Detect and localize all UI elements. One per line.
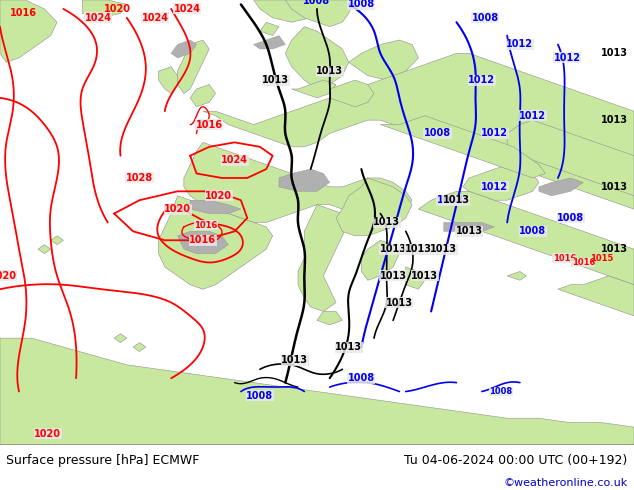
Text: 1013: 1013 <box>430 244 457 254</box>
Text: 1013: 1013 <box>380 271 406 281</box>
Text: 1008: 1008 <box>247 391 273 401</box>
Text: 1012: 1012 <box>519 111 546 121</box>
Text: 1013: 1013 <box>380 244 406 254</box>
Text: 1016: 1016 <box>195 220 217 230</box>
Text: 1013: 1013 <box>373 218 400 227</box>
Text: 1008: 1008 <box>489 387 512 396</box>
Text: 1013: 1013 <box>600 49 628 58</box>
Text: 1008: 1008 <box>424 128 451 139</box>
Text: 1024: 1024 <box>174 4 200 14</box>
Text: 1013: 1013 <box>281 355 308 366</box>
Text: 1013: 1013 <box>405 244 432 254</box>
Text: 1016: 1016 <box>572 258 595 267</box>
Text: 1008: 1008 <box>348 373 375 383</box>
Text: 1012: 1012 <box>481 128 508 139</box>
Text: 1016: 1016 <box>196 120 223 129</box>
Text: 1008: 1008 <box>304 0 330 6</box>
Text: 1013: 1013 <box>443 195 470 205</box>
Text: Surface pressure [hPa] ECMWF: Surface pressure [hPa] ECMWF <box>6 454 200 467</box>
Text: 1013: 1013 <box>600 244 628 254</box>
Text: 1008: 1008 <box>519 226 546 236</box>
Text: 1013: 1013 <box>600 115 628 125</box>
Text: 1020: 1020 <box>164 204 191 214</box>
Text: 1024: 1024 <box>85 13 112 23</box>
Text: 1013: 1013 <box>600 182 628 192</box>
Text: 1008: 1008 <box>437 195 463 205</box>
Text: 1028: 1028 <box>126 173 153 183</box>
Text: 1012: 1012 <box>469 75 495 85</box>
Text: 1008: 1008 <box>348 0 375 9</box>
Text: 1008: 1008 <box>557 213 584 223</box>
Text: 1020: 1020 <box>104 4 131 14</box>
Text: 1012: 1012 <box>554 53 581 63</box>
Text: 1020: 1020 <box>34 429 61 439</box>
Text: 1015: 1015 <box>590 253 613 263</box>
Text: 1016: 1016 <box>190 235 216 245</box>
Text: 1013: 1013 <box>316 66 343 76</box>
Text: 1008: 1008 <box>472 13 498 23</box>
Text: 1013: 1013 <box>262 75 289 85</box>
Text: 1016: 1016 <box>553 253 576 263</box>
Text: 1024: 1024 <box>221 155 248 165</box>
Text: 1020: 1020 <box>0 271 16 281</box>
Text: ©weatheronline.co.uk: ©weatheronline.co.uk <box>503 478 628 488</box>
Text: 1013: 1013 <box>386 297 413 308</box>
Text: 1012: 1012 <box>481 182 508 192</box>
Text: Tu 04-06-2024 00:00 UTC (00+192): Tu 04-06-2024 00:00 UTC (00+192) <box>404 454 628 467</box>
Text: 1024: 1024 <box>142 13 169 23</box>
Text: 1012: 1012 <box>507 40 533 49</box>
Text: 1016: 1016 <box>10 8 37 18</box>
Text: 1013: 1013 <box>411 271 438 281</box>
Text: 1020: 1020 <box>205 191 232 201</box>
Text: 1013: 1013 <box>456 226 482 236</box>
Text: 1013: 1013 <box>335 342 362 352</box>
